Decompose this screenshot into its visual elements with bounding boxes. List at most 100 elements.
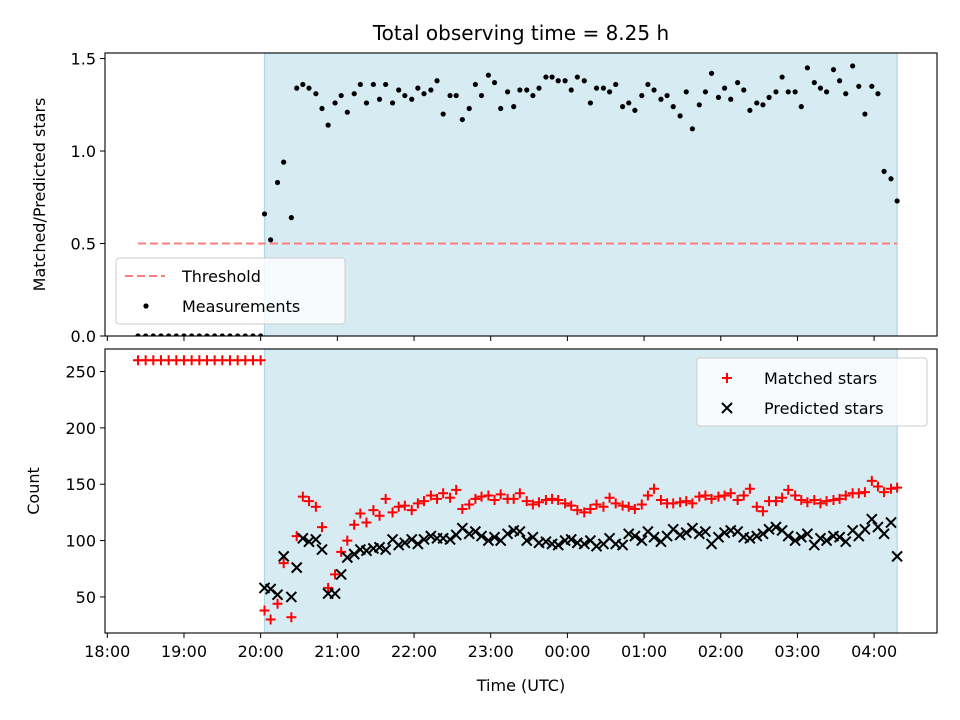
measurement-point xyxy=(338,92,344,99)
measurement-point xyxy=(189,333,195,336)
predicted-star-point xyxy=(801,528,814,540)
matched-star-point xyxy=(675,497,686,508)
matched-star-point xyxy=(706,493,717,504)
matched-star-point xyxy=(828,495,839,506)
predicted-star-point xyxy=(782,530,794,542)
measurement-point xyxy=(447,92,453,99)
measurement-point xyxy=(856,83,862,89)
ratio-plot-area xyxy=(135,53,900,336)
legend-matched-label: Matched stars xyxy=(764,369,877,388)
measurement-point xyxy=(862,111,868,117)
predicted-star-point xyxy=(891,550,903,563)
y-tick-label: 1.5 xyxy=(71,50,96,69)
measurement-point xyxy=(843,91,849,97)
predicted-star-point xyxy=(463,528,475,540)
measurement-point xyxy=(683,89,689,95)
predicted-star-point xyxy=(590,540,603,552)
matched-star-point xyxy=(336,546,347,557)
measurement-point xyxy=(235,333,241,336)
matched-star-point xyxy=(380,493,391,504)
measurement-point xyxy=(135,333,141,336)
measurement-point xyxy=(549,74,555,80)
matched-star-point xyxy=(278,558,289,569)
x-tick-label: 01:00 xyxy=(621,642,667,661)
matched-star-point xyxy=(802,497,813,508)
predicted-star-point xyxy=(488,531,501,543)
measurement-point xyxy=(261,211,268,217)
measurement-point xyxy=(325,122,331,128)
predicted-star-point xyxy=(565,533,577,546)
measurement-point xyxy=(181,333,187,336)
measurement-point xyxy=(485,72,492,78)
ratio-y-axis-label: Matched/Predicted stars xyxy=(30,98,49,292)
predicted-star-point xyxy=(578,538,590,550)
matched-star-point xyxy=(796,495,807,506)
measurement-point xyxy=(600,85,607,91)
predicted-star-point xyxy=(814,532,827,545)
predicted-star-point xyxy=(285,591,298,603)
matched-star-point xyxy=(355,508,366,519)
predicted-star-point xyxy=(392,539,405,551)
matched-star-point xyxy=(713,491,724,502)
predicted-star-point xyxy=(859,523,871,536)
y-tick-label: 1.0 xyxy=(71,142,96,161)
matched-star-point xyxy=(286,612,297,623)
matched-star-point xyxy=(399,500,410,511)
predicted-star-point xyxy=(514,525,526,538)
count-panel: 18:00 19:00 20:00 21:00 22:00 23:00 00:00 01:00… xyxy=(24,348,938,661)
predicted-star-point xyxy=(469,525,482,538)
predicted-star-point xyxy=(418,533,430,546)
predicted-star-point xyxy=(840,536,852,548)
matched-star-point xyxy=(560,498,571,509)
y-tick-label: 200 xyxy=(65,419,96,438)
matched-star-point xyxy=(866,475,877,486)
measurement-point xyxy=(773,89,779,95)
matched-star-point xyxy=(885,483,896,494)
matched-star-point xyxy=(777,492,788,503)
predicted-star-point xyxy=(629,530,641,542)
predicted-star-point xyxy=(693,528,705,540)
x-tick-label: 02:00 xyxy=(698,642,744,661)
measurement-point xyxy=(517,87,523,93)
measurement-point xyxy=(670,104,676,110)
measurement-point xyxy=(798,104,804,110)
y-tick-label: 50 xyxy=(76,588,96,607)
predicted-star-point xyxy=(795,531,807,543)
matched-star-point xyxy=(387,507,398,518)
matched-star-point xyxy=(418,496,429,507)
measurement-point xyxy=(143,333,149,336)
measurement-point xyxy=(728,96,734,102)
predicted-star-point xyxy=(770,521,782,533)
measurement-point xyxy=(613,81,619,88)
count-axes-frame xyxy=(104,348,938,634)
measurement-point xyxy=(823,89,830,95)
x-tick-label: 22:00 xyxy=(391,642,437,661)
predicted-star-point xyxy=(341,551,354,564)
predicted-star-point xyxy=(444,533,456,546)
predicted-star-point xyxy=(521,534,533,547)
matched-star-point xyxy=(649,483,660,494)
predicted-star-point xyxy=(335,568,347,581)
measurement-point xyxy=(166,333,172,336)
measurement-point xyxy=(581,78,587,84)
measurement-point xyxy=(344,109,350,115)
x-tick-label: 20:00 xyxy=(238,642,284,661)
predicted-star-point xyxy=(866,513,878,525)
legend-threshold-label: Threshold xyxy=(181,267,261,286)
measurement-point xyxy=(319,105,325,112)
measurement-point xyxy=(702,89,709,95)
legend-box xyxy=(115,257,346,325)
matched-star-point xyxy=(432,493,443,504)
predicted-star-point xyxy=(833,531,846,543)
measurement-point xyxy=(294,85,300,91)
matched-star-point xyxy=(655,495,666,506)
predicted-star-point xyxy=(329,587,341,600)
predicted-star-point xyxy=(789,534,801,547)
measurement-point xyxy=(370,81,376,88)
matched-star-point xyxy=(790,490,801,501)
measurement-point xyxy=(150,333,156,336)
measurement-point xyxy=(792,89,798,95)
predicted-stars-series xyxy=(258,513,903,603)
matched-star-point xyxy=(585,504,596,515)
measurement-point xyxy=(511,104,517,110)
